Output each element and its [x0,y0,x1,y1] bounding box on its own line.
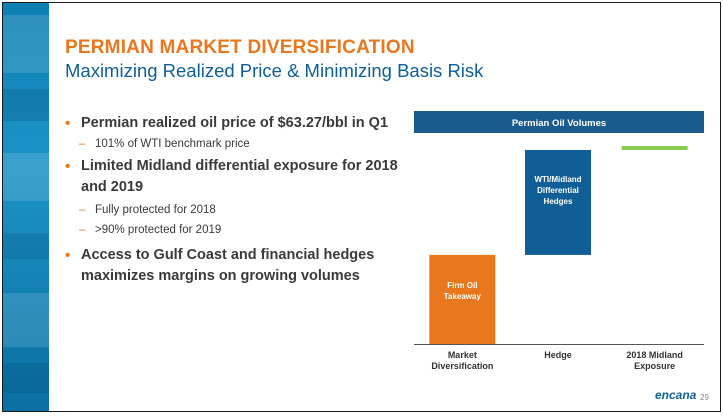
x-tick-label: Diversification [431,361,493,371]
bullet-text: Permian realized oil price of $63.27/bbl… [81,115,389,131]
slide-header: PERMIAN MARKET DIVERSIFICATION Maximizin… [65,37,483,82]
bar-label: Hedges [544,197,573,206]
x-tick-label: 2018 Midland [626,350,683,360]
x-tick-label: Exposure [634,361,675,371]
bar-label: Differential [537,186,579,195]
bar-1 [429,254,496,344]
bullet-text: Limited Midland differential exposure fo… [81,158,398,195]
sub-bullet-item: – Fully protected for 2018 [65,200,410,220]
dash-icon: – [79,138,86,150]
bullet-text: Access to Gulf Coast and financial hedge… [81,247,375,284]
bullet-dot-icon: • [65,158,71,175]
slide-subtitle: Maximizing Realized Price & Minimizing B… [65,60,484,81]
dash-icon: – [79,204,86,216]
sub-bullet-item: – >90% protected for 2019 [65,220,410,240]
page-number: 29 [700,393,709,402]
chart-svg: Permian Oil Volumes Firm Oil Takeaway WTI/M… [414,111,704,371]
bullet-item: • Access to Gulf Coast and financial hed… [65,245,410,287]
x-tick-label: Hedge [544,350,572,360]
permian-oil-volumes-chart: Permian Oil Volumes Firm Oil Takeaway WTI/M… [414,111,704,386]
encana-logo: encana [655,388,697,402]
dash-icon: – [79,224,86,236]
side-decoration [3,3,49,411]
chart-title-bar [414,111,704,133]
bar-label: Takeaway [444,292,482,301]
bar-3 [621,146,688,150]
slide-title: PERMIAN MARKET DIVERSIFICATION [65,37,415,58]
bullet-item: • Permian realized oil price of $63.27/b… [65,113,410,134]
sub-bullet-text: 101% of WTI benchmark price [95,138,250,150]
bar-2 [525,149,591,255]
bullet-list: • Permian realized oil price of $63.27/b… [65,113,410,287]
bullet-item: • Limited Midland differential exposure … [65,156,410,198]
bullet-dot-icon: • [65,247,71,264]
chart-title: Permian Oil Volumes [512,118,606,129]
bar-label: Firm Oil [447,281,477,290]
bullet-dot-icon: • [65,115,71,132]
x-tick-label: Market [448,350,477,360]
sub-bullet-text: >90% protected for 2019 [95,224,222,236]
bar-label: WTI/Midland [534,175,581,184]
sub-bullet-text: Fully protected for 2018 [95,204,216,216]
sub-bullet-item: – 101% of WTI benchmark price [65,134,410,154]
